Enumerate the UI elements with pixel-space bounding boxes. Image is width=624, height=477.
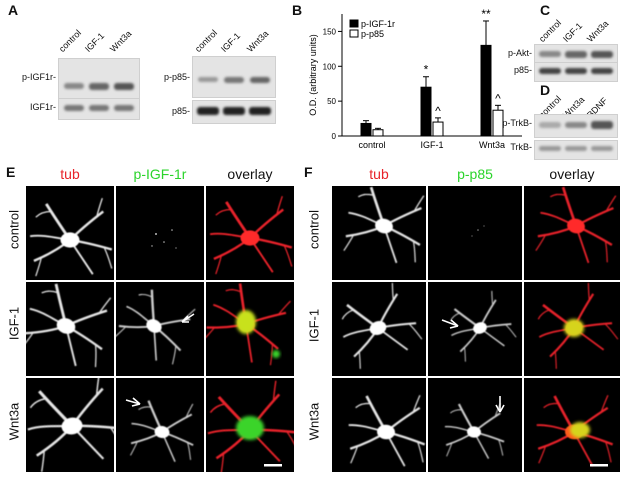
significance-marker: ** — [481, 8, 491, 21]
y-tick-label: 100 — [323, 62, 337, 71]
significance-marker: ^ — [435, 104, 441, 118]
panel-c-row-label: p85- — [513, 65, 532, 75]
scale-bar — [590, 464, 608, 467]
panel-e-column-title: tub — [60, 166, 80, 182]
bar — [420, 86, 432, 137]
panel-d-blot-bottom — [534, 140, 618, 160]
panel-f-row-label: Wnt3a — [306, 402, 322, 441]
panel-a-letter: A — [8, 2, 19, 18]
blot1-lane-label: Wnt3a — [107, 28, 134, 54]
panel-c-lane-label: IGF-1 — [560, 20, 585, 44]
panel-f-pp85-igf1 — [428, 282, 522, 376]
panel-e-overlay-wnt3a — [206, 378, 294, 472]
y-axis-label: O.D. (arbitrary units) — [308, 34, 318, 116]
arrow-icon — [495, 396, 505, 413]
panel-e-tub-wnt3a — [26, 378, 114, 472]
category-label: Wnt3a — [479, 140, 505, 150]
bar — [372, 129, 384, 137]
panel-e-row-label: IGF-1 — [6, 306, 22, 341]
scale-bar — [264, 464, 282, 467]
bar — [432, 121, 444, 137]
panel-c-blot-bottom — [534, 62, 618, 82]
panel-f-letter: F — [304, 164, 313, 180]
panel-e-column-title: p-IGF-1r — [133, 166, 187, 182]
panel-f-overlay-control — [524, 186, 620, 280]
arrow-icon — [181, 313, 195, 323]
blot2-row-label: p-p85- — [163, 72, 190, 82]
blot2-lane-label: IGF-1 — [218, 30, 243, 54]
panel-e-letter: E — [6, 164, 16, 180]
panel-f-pp85-control — [428, 186, 522, 280]
panel-e-overlay-control — [206, 186, 294, 280]
legend-swatch — [349, 29, 359, 38]
panel-f-overlay-wnt3a — [524, 378, 620, 472]
panel-c-lane-label: Wnt3a — [584, 18, 611, 44]
y-tick-label: 150 — [323, 27, 337, 36]
legend-label: p-p85 — [361, 29, 384, 39]
panel-e-tub-igf1 — [26, 282, 114, 376]
category-label: IGF-1 — [420, 140, 443, 150]
legend-swatch — [349, 19, 359, 28]
blot2-lane-label: Wnt3a — [244, 28, 271, 54]
panel-d-letter: D — [540, 82, 551, 98]
blot1-lane-label: IGF-1 — [82, 30, 107, 54]
blot2-lane-label: control — [192, 27, 220, 54]
panel-c-row-label: p-Akt- — [507, 48, 532, 58]
y-tick-label: 50 — [327, 97, 336, 106]
y-tick-label: 0 — [332, 132, 337, 141]
panel-f-overlay-igf1 — [524, 282, 620, 376]
panel-b-letter: B — [292, 2, 303, 18]
panel-f-tub-wnt3a — [332, 378, 426, 472]
panel-f-row-label: control — [306, 209, 322, 250]
panel-f-column-title: overlay — [549, 166, 595, 182]
panel-f-column-title: tub — [369, 166, 389, 182]
panel-f-pp85-wnt3a — [428, 378, 522, 472]
arrow-icon — [441, 319, 459, 329]
blot1-bottom — [58, 98, 140, 120]
significance-marker: * — [424, 63, 429, 77]
panel-c-letter: C — [540, 2, 551, 18]
panel-e-pigf1r-control — [116, 186, 204, 280]
panel-e-row-label: Wnt3a — [6, 402, 22, 441]
panel-e-row-label: control — [6, 209, 22, 250]
panel-c-lane-label: control — [536, 17, 564, 44]
arrow-icon — [125, 397, 141, 407]
blot1-top — [58, 58, 140, 102]
panel-e-tub-control — [26, 186, 114, 280]
panel-d-row-label: TrkB- — [510, 142, 532, 152]
blot2-row-label: p85- — [171, 106, 190, 116]
panel-f-row-label: IGF-1 — [306, 308, 322, 343]
blot2-bottom — [192, 100, 276, 124]
blot1-row-label: IGF1r- — [30, 102, 56, 112]
significance-marker: ^ — [495, 91, 501, 105]
panel-e-column-title: overlay — [227, 166, 273, 182]
panel-e-overlay-igf1 — [206, 282, 294, 376]
bar — [360, 122, 372, 137]
blot1-lane-label: control — [56, 27, 84, 54]
category-label: control — [358, 140, 385, 150]
panel-d-row-label: p-TrkB- — [502, 118, 532, 128]
panel-f-column-title: p-p85 — [457, 166, 493, 182]
bar-chart: 0 50 100 150 O.D. (arbitrary units) control * ^… — [308, 8, 522, 150]
blot1-row-label: p-IGF1r- — [21, 72, 56, 82]
blot2-top — [192, 56, 276, 98]
panel-d-blot-top — [534, 114, 618, 138]
panel-e-pigf1r-wnt3a — [116, 378, 204, 472]
panel-f-tub-control — [332, 186, 426, 280]
panel-e-pigf1r-igf1 — [116, 282, 204, 376]
legend-label: p-IGF-1r — [361, 19, 395, 29]
panel-f-tub-igf1 — [332, 282, 426, 376]
